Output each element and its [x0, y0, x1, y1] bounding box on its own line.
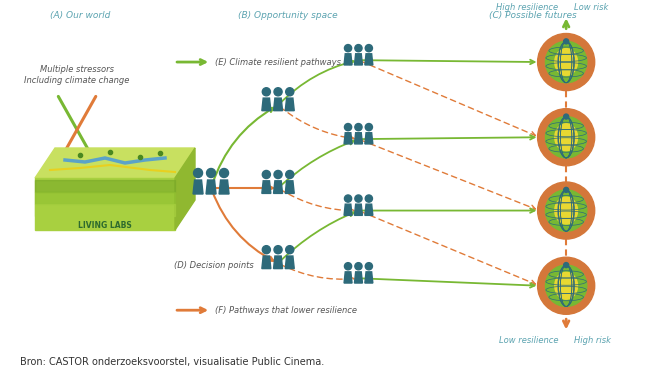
Polygon shape — [35, 180, 175, 192]
Polygon shape — [365, 272, 373, 283]
Circle shape — [365, 124, 373, 131]
Circle shape — [563, 39, 569, 44]
Ellipse shape — [555, 49, 578, 76]
Circle shape — [563, 262, 569, 268]
Circle shape — [537, 257, 595, 314]
Polygon shape — [344, 133, 352, 144]
Circle shape — [545, 190, 587, 231]
Text: Multiple stressors
Including climate change: Multiple stressors Including climate cha… — [24, 65, 130, 85]
Polygon shape — [35, 178, 175, 230]
Circle shape — [274, 246, 282, 254]
Text: High risk: High risk — [574, 336, 611, 345]
Circle shape — [563, 187, 569, 193]
Polygon shape — [354, 54, 362, 65]
Text: LIVING LABS: LIVING LABS — [78, 221, 132, 230]
Polygon shape — [273, 98, 283, 111]
Circle shape — [262, 88, 271, 96]
Polygon shape — [273, 181, 283, 193]
Polygon shape — [354, 272, 362, 283]
Circle shape — [355, 195, 362, 202]
Text: Bron: CASTOR onderzoeksvoorstel, visualisatie Public Cinema.: Bron: CASTOR onderzoeksvoorstel, visuali… — [20, 356, 324, 367]
Polygon shape — [193, 180, 203, 194]
Polygon shape — [285, 181, 294, 193]
Circle shape — [355, 263, 362, 270]
Circle shape — [563, 114, 569, 119]
Circle shape — [262, 246, 271, 254]
Ellipse shape — [555, 197, 578, 224]
Text: Low risk: Low risk — [574, 3, 608, 12]
Circle shape — [365, 195, 373, 202]
Circle shape — [545, 41, 587, 83]
Ellipse shape — [555, 124, 578, 151]
Polygon shape — [344, 272, 352, 283]
Circle shape — [537, 182, 595, 239]
Circle shape — [285, 246, 294, 254]
Ellipse shape — [555, 272, 578, 299]
Polygon shape — [365, 54, 373, 65]
Circle shape — [344, 263, 352, 270]
Circle shape — [274, 88, 282, 96]
Circle shape — [344, 195, 352, 202]
Polygon shape — [365, 133, 373, 144]
Polygon shape — [262, 98, 271, 111]
Text: (F) Pathways that lower resilience: (F) Pathways that lower resilience — [215, 306, 357, 315]
Circle shape — [355, 124, 362, 131]
Polygon shape — [285, 98, 294, 111]
Circle shape — [355, 45, 362, 52]
Circle shape — [365, 45, 373, 52]
Polygon shape — [273, 256, 283, 268]
Circle shape — [344, 124, 352, 131]
Polygon shape — [354, 204, 362, 215]
Polygon shape — [262, 256, 271, 268]
Circle shape — [537, 33, 595, 91]
Circle shape — [262, 170, 271, 179]
Circle shape — [274, 170, 282, 179]
Text: (D) Decision points: (D) Decision points — [174, 261, 254, 270]
Circle shape — [285, 170, 294, 179]
Polygon shape — [344, 54, 352, 65]
Circle shape — [194, 168, 202, 177]
Polygon shape — [262, 181, 271, 193]
Polygon shape — [354, 133, 362, 144]
Polygon shape — [35, 192, 175, 204]
Circle shape — [344, 45, 352, 52]
Circle shape — [206, 168, 216, 177]
Circle shape — [220, 168, 228, 177]
Text: (B) Opportunity space: (B) Opportunity space — [239, 11, 338, 20]
Polygon shape — [219, 180, 229, 194]
Text: (A) Our world: (A) Our world — [50, 11, 111, 20]
Polygon shape — [285, 256, 294, 268]
Text: High resilience: High resilience — [496, 3, 558, 12]
Text: (E) Climate resilient pathways: (E) Climate resilient pathways — [215, 58, 341, 67]
Circle shape — [545, 117, 587, 158]
Polygon shape — [365, 204, 373, 215]
Polygon shape — [344, 204, 352, 215]
Text: Low resilience: Low resilience — [498, 336, 558, 345]
Polygon shape — [35, 148, 195, 178]
Circle shape — [545, 265, 587, 306]
Circle shape — [365, 263, 373, 270]
Polygon shape — [35, 204, 175, 216]
Circle shape — [537, 109, 595, 166]
Polygon shape — [206, 180, 216, 194]
Polygon shape — [175, 148, 195, 230]
Circle shape — [285, 88, 294, 96]
Text: (C) Possible futures: (C) Possible futures — [489, 11, 576, 20]
